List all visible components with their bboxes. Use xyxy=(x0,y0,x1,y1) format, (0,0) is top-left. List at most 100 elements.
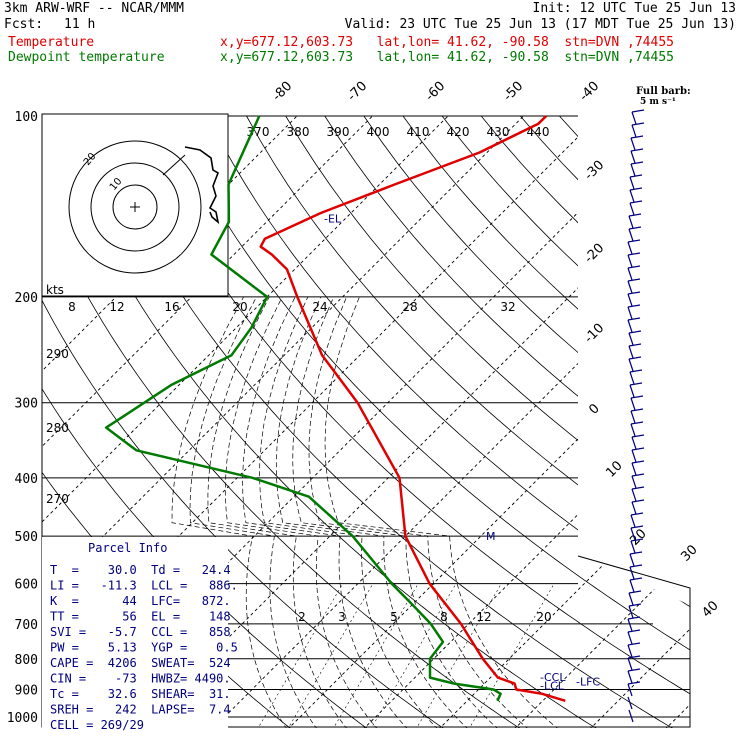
pressure-label: 400 xyxy=(15,472,38,487)
level-marker: -LCL xyxy=(540,679,565,692)
model-title: 3km ARW-WRF -- NCAR/MMM xyxy=(4,1,185,16)
valid-time: Valid: 23 UTC Tue 25 Jun 13 (17 MDT Tue … xyxy=(344,17,736,32)
wind-barb xyxy=(627,254,633,268)
hodograph-speed-label: 12 xyxy=(109,300,124,314)
mixing-ratio-line xyxy=(287,583,374,728)
dry-adiabat-label: 280 xyxy=(46,421,69,435)
wind-barb-flag xyxy=(627,278,641,282)
wind-barb xyxy=(631,475,637,489)
forecast-label: Fcst: xyxy=(4,17,44,32)
isotherm xyxy=(286,115,690,728)
wind-barb-flag xyxy=(628,590,642,594)
wind-barb-flag xyxy=(630,395,644,399)
wind-barb xyxy=(629,553,635,567)
wind-barb-flag xyxy=(629,200,643,204)
pressure-label: 100 xyxy=(15,110,38,125)
isotherm xyxy=(513,115,690,728)
wind-barb-flag xyxy=(628,356,642,360)
dry-adiabat xyxy=(363,115,690,728)
theta-label: 420 xyxy=(447,125,470,139)
wind-barb-flag xyxy=(628,226,642,230)
dry-adiabat xyxy=(42,115,446,728)
dry-adiabat xyxy=(716,116,740,730)
level-marker: M xyxy=(486,530,496,543)
wind-barb-flag xyxy=(627,265,641,269)
wind-barb-flag xyxy=(629,187,643,191)
moist-adiabat xyxy=(207,296,348,728)
wind-barb xyxy=(628,332,634,346)
parcel-info-row: CELL = 269/29 xyxy=(50,718,144,732)
parcel-info-row: LI = -11.3 LCL = 886. xyxy=(50,579,238,593)
parcel-info-row: T = 30.0 Td = 24.4 xyxy=(50,563,231,577)
dewpoint-profile-line xyxy=(104,115,502,702)
moist-adiabat xyxy=(275,296,469,728)
theta-label: 380 xyxy=(287,125,310,139)
isotherm xyxy=(362,115,690,728)
wind-barb-flag xyxy=(627,239,641,243)
theta-label: 430 xyxy=(487,125,510,139)
wind-barb xyxy=(630,527,636,541)
mixing-ratio-line xyxy=(256,583,343,728)
parcel-info-row: TT = 56 EL = 148 xyxy=(50,610,231,624)
mixing-ratio-label: 8 xyxy=(440,610,448,624)
temperature-label: -40 xyxy=(577,79,603,105)
wind-barb xyxy=(629,579,635,593)
temperature-profile-line xyxy=(259,115,566,702)
isotherm xyxy=(42,115,449,728)
mixing-ratio-label: 3 xyxy=(338,610,346,624)
wind-barb xyxy=(629,384,635,398)
dewpoint-location-info: x,y=677.12,603.73 lat,lon= 41.62, -90.58… xyxy=(220,50,674,65)
hodograph-trace xyxy=(184,146,220,225)
wind-barb xyxy=(627,683,633,697)
dry-adiabat xyxy=(324,115,690,728)
moist-adiabat xyxy=(189,296,318,728)
wind-barb-flag xyxy=(628,343,642,347)
mixing-ratio-line xyxy=(332,583,419,728)
dry-adiabat xyxy=(50,115,599,728)
wind-barb xyxy=(631,436,637,450)
wind-barb xyxy=(630,540,636,554)
parcel-info-row: PW = 5.13 YGP = 0.5 xyxy=(50,641,238,655)
wind-barb xyxy=(630,163,636,177)
wind-barb-flag xyxy=(631,122,645,126)
dry-adiabat xyxy=(637,115,690,728)
wind-barb xyxy=(627,280,633,294)
hodograph-ring xyxy=(90,162,180,252)
hodograph-ring xyxy=(112,184,158,230)
wind-barb-flag xyxy=(630,135,644,139)
parcel-info-row: CIN = -73 HWBZ= 4490. xyxy=(50,672,231,686)
level-marker: -CCL xyxy=(540,671,566,684)
wind-barb-flag xyxy=(627,616,641,620)
theta-label: 390 xyxy=(327,125,350,139)
isotherm xyxy=(42,115,524,728)
wind-barb xyxy=(629,566,635,580)
wind-barb xyxy=(630,514,636,528)
wind-barb xyxy=(628,592,634,606)
wind-barb-flag xyxy=(627,317,641,321)
wind-barb xyxy=(630,150,636,164)
mixing-ratio-line xyxy=(415,583,502,728)
temperature-label: 30 xyxy=(678,542,700,564)
level-marker: -EL xyxy=(324,212,342,225)
isotherm xyxy=(211,115,690,728)
mixing-ratio-label: 2 xyxy=(298,610,306,624)
wind-barb xyxy=(628,215,634,229)
temperature-legend-label: Temperature xyxy=(8,35,95,50)
wind-barb xyxy=(627,618,633,632)
wind-barb xyxy=(627,631,633,645)
wind-barb xyxy=(627,267,633,281)
pressure-label: 300 xyxy=(15,397,38,412)
parcel-info-row: CAPE = 4206 SWEAT= 524 xyxy=(50,656,231,670)
hodograph-storm-vector xyxy=(162,154,186,176)
temperature-label: -10 xyxy=(582,321,608,347)
wind-barb-flag xyxy=(630,408,644,412)
moist-adiabat xyxy=(292,296,499,728)
mixing-ratio-label: 5 xyxy=(390,610,398,624)
wind-barb-flag xyxy=(630,148,644,152)
isotherm xyxy=(664,115,690,728)
wind-barb xyxy=(629,176,635,190)
theta-label: 410 xyxy=(407,125,430,139)
wind-barb xyxy=(629,371,635,385)
wind-barb-flag xyxy=(630,421,644,425)
wind-barb-flag xyxy=(630,512,644,516)
